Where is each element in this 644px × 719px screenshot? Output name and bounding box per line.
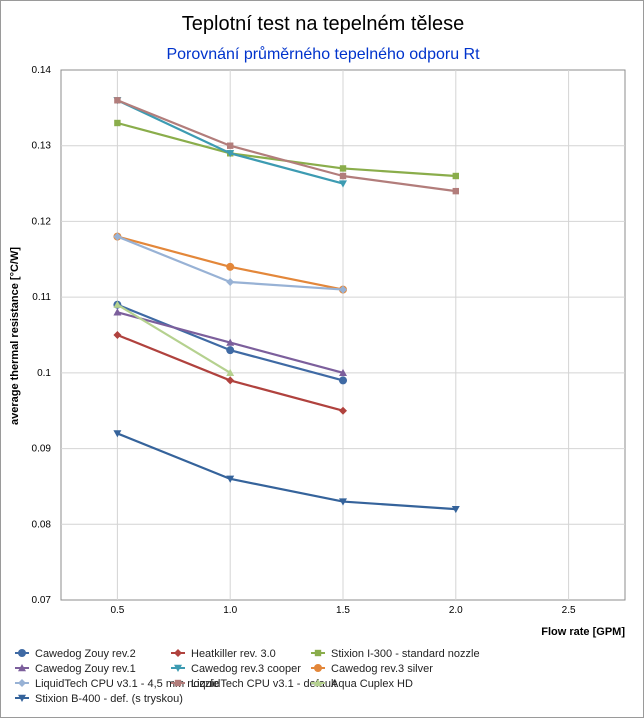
series-liquidtech-cpu-v3-1-default [114,97,459,195]
legend-item: Cawedog rev.3 silver [311,663,433,675]
legend-marker [18,664,26,672]
data-point [114,97,121,104]
x-tick-label: 1.5 [336,605,350,616]
y-tick-label: 0.14 [32,65,52,76]
chart-subtitle: Porovnání průměrného tepelného odporu Rt [166,45,480,63]
legend-item: Cawedog Zouy rev.2 [15,648,136,660]
data-point [226,262,235,271]
x-tick-label: 1.0 [223,605,237,616]
legend-label: Cawedog Zouy rev.2 [35,648,136,660]
data-point [113,430,122,438]
data-point [339,368,347,377]
legend: Cawedog Zouy rev.2 Heatkiller rev. 3.0 Sti… [15,648,480,705]
legend-label: Stixion B-400 - def. (s tryskou) [35,693,183,705]
legend-marker [18,679,26,687]
data-point [113,300,122,308]
legend-label: LiquidTech CPU v3.1 - 4,5 mm nozzle [35,678,219,690]
x-tick-label: 2.5 [562,605,576,616]
series-line [116,99,456,193]
legend-marker [174,664,182,672]
data-point [226,376,235,385]
series-line [116,303,231,374]
data-point [339,498,347,506]
legend-item: Heatkiller rev. 3.0 [171,648,276,660]
legend-item: Cawedog rev.3 cooper [171,663,301,675]
legend-item: LiquidTech CPU v3.1 - 4,5 mm nozzle [15,678,219,690]
legend-item: Cawedog Zouy rev.1 [15,663,136,675]
series-line [116,432,456,511]
data-point [113,308,122,316]
data-point [452,187,459,195]
data-point [114,119,121,127]
series-layer [113,97,460,514]
legend-label: Stixion I-300 - standard nozzle [331,648,480,660]
legend-label: LiquidTech CPU v3.1 - default [191,678,337,690]
legend-item: Stixion I-300 - standard nozzle [311,648,480,660]
legend-marker [18,694,26,702]
data-point [451,505,460,514]
data-point [226,338,235,346]
y-tick-label: 0.13 [32,141,52,152]
data-point [339,172,347,180]
legend-marker [174,679,182,687]
data-point [226,346,235,355]
legend-label: Cawedog rev.3 silver [331,663,433,675]
legend-marker [314,664,322,672]
legend-item: Stixion B-400 - def. (s tryskou) [15,693,183,705]
data-point [339,285,347,294]
legend-marker [18,649,26,657]
data-point [339,165,347,172]
y-tick-label: 0.1 [37,368,51,379]
x-axis-label: Flow rate [GPM] [541,626,625,638]
x-tick-label: 0.5 [110,605,124,616]
data-point [339,406,347,415]
data-point [113,232,122,241]
series-cawedog-zouy-rev-1 [113,308,347,377]
x-tick-label: 2.0 [449,605,463,616]
legend-item: Aqua Cuplex HD [311,678,413,690]
y-axis-label: average thermal resistance [°C/W] [9,247,21,425]
y-tick-label: 0.12 [32,216,52,227]
y-tick-label: 0.11 [32,292,51,303]
y-tick-label: 0.09 [32,444,52,455]
tick-labels: 0.5 1.0 1.5 2.0 2.5 0.07 0.08 0.09 0.1 0.11 0.12 0.… [32,65,576,616]
data-point [227,142,234,149]
data-point [226,278,235,286]
legend-marker [314,679,322,687]
data-point [226,475,235,483]
data-point [113,331,122,339]
data-point [226,368,235,377]
data-point [226,150,235,158]
series-liquidtech-cpu-v3-1-4-5-mm-nozzle [113,232,347,294]
legend-label: Aqua Cuplex HD [331,678,413,690]
series-heatkiller-rev-3-0 [113,331,347,415]
legend-label: Cawedog rev.3 cooper [191,663,301,675]
legend-marker [174,649,182,657]
chart-title: Teplotní test na tepelném tělese [182,13,464,35]
legend-marker [314,649,322,657]
legend-label: Heatkiller rev. 3.0 [191,648,276,660]
y-tick-label: 0.07 [32,595,52,606]
data-point [339,180,347,188]
legend-item: LiquidTech CPU v3.1 - default [171,678,337,690]
data-point [452,172,459,180]
legend-label: Cawedog Zouy rev.1 [35,663,136,675]
series-stixion-b-400-def-s-tryskou [113,430,460,514]
y-tick-label: 0.08 [32,519,52,530]
data-point [339,376,347,385]
series-aqua-cuplex-hd [113,300,235,377]
